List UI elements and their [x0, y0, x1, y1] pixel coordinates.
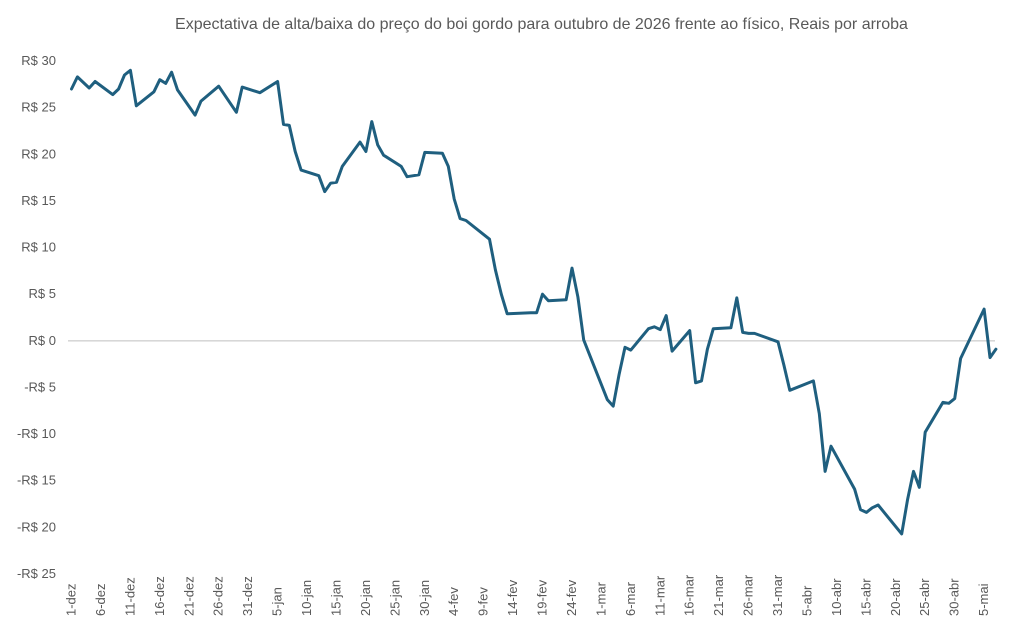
x-tick-label: 5-jan	[270, 587, 285, 616]
y-tick-label: -R$ 25	[17, 566, 56, 581]
chart-title: Expectativa de alta/baixa do preço do bo…	[175, 16, 908, 33]
y-tick-label: R$ 0	[29, 333, 56, 348]
x-tick-label: 1-mar	[593, 581, 608, 616]
series-line	[70, 68, 998, 536]
x-tick-label: 25-abr	[917, 578, 932, 616]
y-tick-label: R$ 30	[21, 53, 56, 68]
x-axis-tick-labels: 1-dez 6-dez 11-dez 16-dez 21-dez 26-dez 31-dez…	[64, 574, 992, 616]
x-tick-label: 10-abr	[829, 578, 844, 616]
x-tick-label: 24-fev	[564, 579, 579, 616]
x-tick-label: 21-mar	[711, 574, 726, 616]
x-tick-label: 5-mai	[976, 583, 991, 616]
x-tick-label: 5-abr	[799, 585, 814, 616]
x-tick-label: 20-abr	[888, 578, 903, 616]
x-tick-label: 25-jan	[387, 580, 402, 616]
x-tick-label: 30-jan	[417, 580, 432, 616]
x-tick-label: 16-mar	[682, 574, 697, 616]
x-tick-label: 14-fev	[505, 579, 520, 616]
y-tick-label: -R$ 15	[17, 473, 56, 488]
x-tick-label: 31-dez	[240, 576, 255, 616]
x-tick-label: 20-jan	[358, 580, 373, 616]
x-tick-label: 30-abr	[947, 578, 962, 616]
x-tick-label: 21-dez	[181, 576, 196, 616]
y-tick-label: R$ 10	[21, 240, 56, 255]
x-tick-label: 31-mar	[770, 574, 785, 616]
x-tick-label: 6-dez	[93, 583, 108, 616]
x-tick-label: 15-jan	[328, 580, 343, 616]
x-tick-label: 26-dez	[211, 576, 226, 616]
x-tick-label: 15-abr	[858, 578, 873, 616]
x-tick-label: 26-mar	[741, 574, 756, 616]
y-tick-label: -R$ 10	[17, 426, 56, 441]
y-axis-tick-labels: R$ 30 R$ 25 R$ 20 R$ 15 R$ 10 R$ 5 R$ 0 -R$ 5 -R…	[17, 53, 56, 581]
series-group	[70, 68, 998, 536]
y-tick-label: R$ 15	[21, 193, 56, 208]
x-tick-label: 10-jan	[299, 580, 314, 616]
y-tick-label: -R$ 5	[24, 379, 56, 394]
x-tick-label: 16-dez	[152, 576, 167, 616]
x-tick-label: 11-dez	[122, 577, 137, 616]
x-tick-label: 9-fev	[476, 587, 491, 616]
x-tick-label: 1-dez	[64, 583, 79, 616]
y-tick-label: -R$ 20	[17, 519, 56, 534]
x-tick-label: 4-fev	[446, 587, 461, 616]
y-tick-label: R$ 5	[29, 286, 56, 301]
x-tick-label: 11-mar	[652, 575, 667, 616]
x-tick-label: 6-mar	[623, 581, 638, 616]
y-tick-label: R$ 25	[21, 100, 56, 115]
x-tick-label: 19-fev	[535, 579, 550, 616]
y-tick-label: R$ 20	[21, 146, 56, 161]
